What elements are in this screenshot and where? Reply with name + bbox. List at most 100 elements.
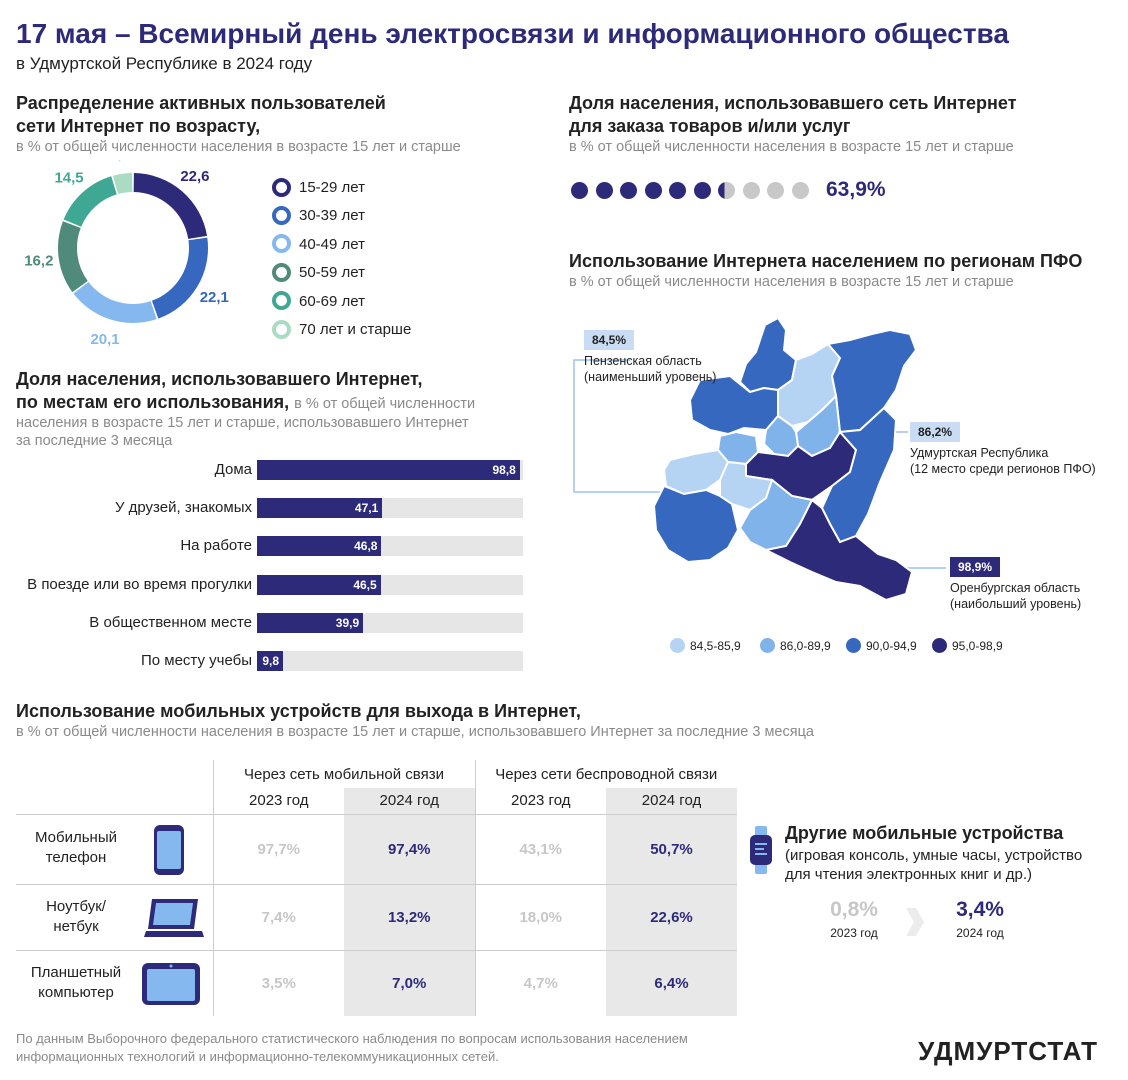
- places-title-line2: по местам его использования,: [16, 392, 290, 412]
- places-bar-row: В общественном месте 39,9: [16, 612, 526, 634]
- age-donut-chart: 22,6 22,1 20,1 16,2 14,5 4,5: [24, 160, 229, 348]
- age-legend-label: 70 лет и старше: [299, 321, 412, 338]
- legend-ring-icon: [272, 205, 291, 225]
- page-title: 17 мая – Всемирный день электросвязи и и…: [16, 18, 1009, 49]
- mobile-section-header: Использование мобильных устройств для вы…: [16, 700, 814, 741]
- bar-track: 47,1: [257, 498, 523, 519]
- bar: 98,8: [257, 460, 520, 480]
- cell-laptop-mobile-2023: 7,4%: [212, 884, 344, 950]
- other-devices-desc-line2: для чтения электронных книг и др.): [785, 866, 1032, 883]
- regions-title: Использование Интернета населением по ре…: [569, 251, 1083, 271]
- other-2024-year: 2024 год: [956, 926, 1004, 940]
- age-legend-label: 15-29 лет: [299, 179, 365, 196]
- col-mobile-2023: 2023 год: [212, 788, 344, 814]
- row-label-tablet: Планшетный компьютер: [16, 963, 136, 1003]
- places-bar-row: На работе 46,8: [16, 535, 526, 557]
- age-legend-item: 60-69 лет: [272, 291, 365, 313]
- map-legend-label-1: 84,5-85,9: [690, 639, 741, 653]
- penza-label: Пензенская область (наименьший уровень): [584, 353, 716, 385]
- col-wireless-2023: 2023 год: [474, 788, 606, 814]
- udmurtia-label: Удмуртская Республика (12 место среди ре…: [910, 445, 1096, 477]
- pfo-map: [573, 316, 946, 602]
- cell-tablet-mobile-2023: 3,5%: [212, 950, 344, 1016]
- age-legend: 15-29 лет 30-39 лет 40-49 лет 50-59 лет 60-6…: [272, 177, 472, 347]
- age-legend-item: 50-59 лет: [272, 262, 365, 284]
- row-label-laptop-line1: Ноутбук/: [46, 897, 106, 915]
- other-devices-desc: (игровая консоль, умные часы, устройство…: [785, 846, 1082, 884]
- map-legend-3: 90,0-94,9: [846, 638, 917, 654]
- table-row: Планшетный компьютер 3,5% 7,0% 4,7% 6,4%: [16, 950, 737, 1016]
- places-bar-row: У друзей, знакомых 47,1: [16, 497, 526, 519]
- donut-slice: [133, 173, 208, 239]
- row-label-phone: Мобильный телефон: [16, 828, 136, 868]
- col-group-wireless: Через сети беспроводной связи: [474, 760, 737, 788]
- other-2024-block: 3,4% 2024 год: [938, 898, 1022, 940]
- row-label-laptop: Ноутбук/ нетбук: [16, 897, 136, 937]
- orders-title-line1: Доля населения, использовавшего сеть Инт…: [569, 93, 1017, 113]
- donut-data-label: 4,5: [109, 160, 130, 163]
- mobile-subtitle: в % от общей численности населения в воз…: [16, 724, 814, 740]
- bar-value-label: 46,8: [354, 539, 378, 554]
- orenburg-name: Оренбургская область: [950, 581, 1081, 595]
- orenburg-note: (наибольший уровень): [950, 597, 1082, 611]
- bar-track: 46,8: [257, 536, 523, 557]
- age-section-header: Распределение активных пользователей сет…: [16, 92, 461, 156]
- places-section-header: Доля населения, использовавшего Интернет…: [16, 368, 526, 450]
- age-legend-item: 40-49 лет: [272, 234, 365, 256]
- cell-phone-mobile-2024: 97,4%: [344, 814, 475, 884]
- row-label-tablet-line1: Планшетный: [30, 963, 122, 981]
- other-2023-value: 0,8%: [830, 898, 878, 921]
- map-legend-swatch-2: [760, 638, 775, 654]
- other-2023-year: 2023 год: [830, 926, 878, 940]
- bar-category-label: У друзей, знакомых: [114, 499, 252, 517]
- other-2023-block: 0,8% 2023 год: [812, 898, 896, 940]
- regions-section-header: Использование Интернета населением по ре…: [569, 250, 1082, 291]
- map-legend-label-4: 95,0-98,9: [952, 639, 1003, 653]
- places-bar-row: В поезде или во время прогулки 46,5: [16, 574, 526, 596]
- scale-dot: [693, 182, 711, 199]
- cell-phone-wireless-2023: 43,1%: [474, 814, 606, 884]
- legend-ring-icon: [272, 291, 291, 311]
- bar-value-label: 47,1: [354, 501, 379, 516]
- legend-ring-icon: [272, 177, 291, 197]
- regions-subtitle: в % от общей численности населения в воз…: [569, 274, 1014, 290]
- age-title-line1: Распределение активных пользователей: [16, 93, 386, 113]
- age-legend-item: 15-29 лет: [272, 177, 365, 199]
- donut-data-label: 22,6: [180, 168, 209, 185]
- region-perm: [826, 328, 918, 434]
- bar-category-label: В поезде или во время прогулки: [27, 575, 252, 593]
- donut-slice: [58, 221, 88, 293]
- chevron-right-icon: [906, 908, 924, 936]
- bar-value-label: 46,5: [353, 577, 377, 592]
- mobile-devices-table: Через сеть мобильной связи Через сети бе…: [16, 760, 737, 1016]
- bar-category-label: В общественном месте: [89, 613, 252, 631]
- penza-name: Пензенская область: [584, 354, 702, 368]
- places-bar-row: Дома 98,8: [16, 459, 526, 481]
- places-title-line1: Доля населения, использовавшего Интернет…: [16, 369, 423, 389]
- cell-laptop-mobile-2024: 13,2%: [344, 884, 475, 950]
- orenburg-label: Оренбургская область (наибольший уровень…: [950, 580, 1081, 612]
- laptop-icon: [144, 898, 204, 937]
- bar-track: 39,9: [257, 612, 523, 633]
- region-saratov: [652, 484, 740, 564]
- col-mobile-2024: 2024 год: [344, 788, 475, 814]
- udmurtia-value-tag: 86,2%: [910, 422, 961, 442]
- bar: 46,5: [257, 574, 381, 595]
- bar-track: 9,8: [257, 651, 523, 671]
- age-legend-label: 30-39 лет: [299, 207, 365, 225]
- orders-value: 63,9%: [826, 178, 886, 201]
- places-subtitle-line3: за последние 3 месяца: [16, 433, 173, 449]
- places-subtitle-inline: в % от общей численности: [294, 396, 476, 412]
- udmurtstat-logo: УДМУРТСТАТ: [918, 1036, 1098, 1066]
- donut-data-label: 16,2: [24, 252, 53, 269]
- map-legend-label-2: 86,0-89,9: [780, 639, 831, 653]
- cell-phone-mobile-2023: 97,7%: [212, 814, 344, 884]
- orenburg-value-tag: 98,9%: [950, 557, 1001, 577]
- map-legend-label-3: 90,0-94,9: [866, 639, 917, 653]
- scale-dot: [718, 182, 735, 199]
- bar-value-label: 9,8: [262, 654, 280, 668]
- region-penza: [662, 448, 730, 496]
- other-devices-desc-line1: (игровая консоль, умные часы, устройство: [785, 847, 1083, 864]
- cell-tablet-wireless-2023: 4,7%: [474, 950, 606, 1016]
- scale-dot: [742, 182, 760, 199]
